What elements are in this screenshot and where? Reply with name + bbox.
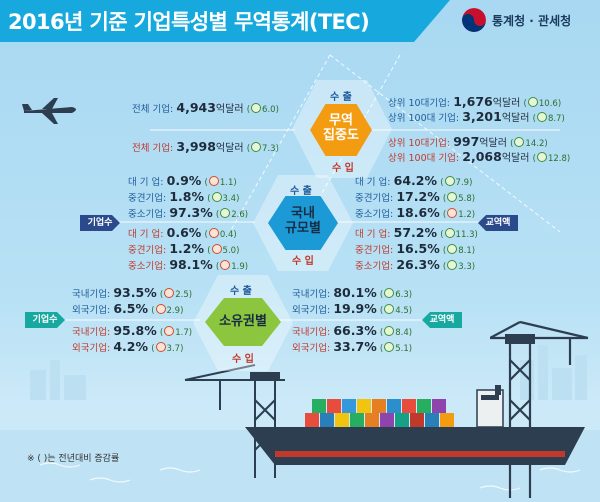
smile-up-icon [447, 260, 458, 270]
sec2-right-row: 중소기업: 18.6% (1.2) [355, 205, 476, 221]
smile-up-icon [444, 176, 455, 186]
sec1-left-export: 전체 기업: 4,943억달러 (6.0) [132, 100, 279, 116]
tag-trade-value-3: 교역액 [422, 312, 462, 328]
government-logo-icon [462, 8, 486, 32]
sec2-left-row: 중소기업: 98.1% (1.9) [128, 257, 249, 273]
export-label-2: 수 출 [290, 186, 312, 197]
smile-up-icon [251, 103, 262, 113]
export-label-3: 수 출 [230, 286, 252, 297]
sec3-right-row: 국내기업: 66.3% (8.4) [292, 323, 413, 339]
hex-ownership-label: 소유권별 [219, 314, 267, 329]
sec1-right-export-top10: 상위 10대기업: 1,676억달러 (10.6) [388, 94, 562, 110]
export-label-1: 수 출 [330, 92, 352, 103]
smile-up-icon [251, 142, 262, 152]
hex-concentration-label: 무역 집중도 [323, 113, 359, 143]
sec3-right-row: 국내기업: 80.1% (6.3) [292, 285, 413, 301]
smile-up-icon [384, 326, 395, 336]
tag-trade-value-2: 교역액 [478, 215, 518, 231]
smile-down-icon [164, 288, 175, 298]
header: 2016년 기준 기업특성별 무역통계(TEC) 통계청 · 관세청 [0, 0, 600, 42]
hex-domestic-size-label: 국내 규모별 [285, 206, 321, 236]
sec2-right-row: 중소기업: 26.3% (3.3) [355, 257, 476, 273]
sec3-right-row: 외국기업: 19.9% (4.5) [292, 301, 413, 317]
page-title: 2016년 기준 기업특성별 무역통계(TEC) [8, 10, 370, 34]
sec2-left-row: 중견기업: 1.2% (5.0) [128, 241, 240, 257]
container-ship-icon [245, 385, 585, 465]
smile-down-icon [220, 260, 231, 270]
footnote: ※ ( )는 전년대비 증감률 [27, 454, 120, 464]
smile-up-icon [447, 244, 458, 254]
smile-down-icon [164, 326, 175, 336]
smile-down-icon [155, 304, 166, 314]
smile-up-icon [384, 288, 395, 298]
smile-up-icon [447, 192, 458, 202]
tag-company-count-3: 기업수 [25, 312, 65, 328]
hex-concentration [310, 104, 372, 156]
sec3-right-row: 외국기업: 33.7% (5.1) [292, 339, 413, 355]
sec2-left-row: 대 기 업: 0.6% (0.4) [128, 225, 237, 241]
sec2-right-row: 중견기업: 17.2% (5.8) [355, 189, 476, 205]
sec3-left-row: 외국기업: 6.5% (2.9) [72, 301, 184, 317]
port-crane-icon [490, 320, 589, 498]
sec3-left-row: 국내기업: 95.8% (1.7) [72, 323, 193, 339]
sec1-left-import: 전체 기업: 3,998억달러 (7.3) [132, 139, 279, 155]
import-label-1: 수 입 [332, 163, 354, 174]
sec2-left-row: 대 기 업: 0.9% (1.1) [128, 173, 237, 189]
smile-up-icon [514, 137, 525, 147]
smile-down-icon [447, 208, 458, 218]
sec2-left-row: 중소기업: 97.3% (2.6) [128, 205, 249, 221]
title-band [0, 0, 450, 42]
sec2-right-row: 대 기 업: 57.2% (11.3) [355, 225, 478, 241]
sec2-right-row: 대 기 업: 64.2% (7.9) [355, 173, 473, 189]
smile-up-icon [384, 342, 395, 352]
import-label-2: 수 입 [292, 256, 314, 267]
agency-label: 통계청 · 관세청 [492, 14, 572, 28]
smile-up-icon [536, 112, 547, 122]
sec3-left-row: 국내기업: 93.5% (2.5) [72, 285, 193, 301]
smile-up-icon [384, 304, 395, 314]
smile-up-icon [536, 152, 547, 162]
sec1-right-export-top100: 상위 100대 기업: 3,201억달러 (8.7) [388, 109, 565, 125]
smile-down-icon [211, 244, 222, 254]
sec2-left-row: 중견기업: 1.8% (3.4) [128, 189, 240, 205]
smile-down-icon [155, 342, 166, 352]
sec3-left-row: 외국기업: 4.2% (3.7) [72, 339, 184, 355]
smile-up-icon [220, 208, 231, 218]
smile-up-icon [444, 228, 455, 238]
smile-up-icon [211, 192, 222, 202]
smile-up-icon [527, 97, 538, 107]
sec2-right-row: 중견기업: 16.5% (8.1) [355, 241, 476, 257]
tag-company-count-2: 기업수 [80, 215, 120, 231]
import-label-3: 수 입 [232, 354, 254, 365]
smile-down-icon [208, 176, 219, 186]
sec1-right-import-top100: 상위 100대 기업: 2,068억달러 (12.8) [388, 149, 571, 165]
smile-down-icon [208, 228, 219, 238]
sec1-right-import-top10: 상위 10대기업: 997억달러 (14.2) [388, 134, 548, 150]
airplane-icon [22, 98, 76, 124]
